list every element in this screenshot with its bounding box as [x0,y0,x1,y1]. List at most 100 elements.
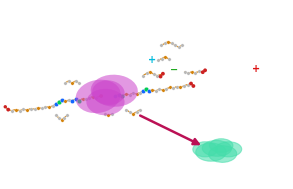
Point [186,72,190,75]
Point [159,57,164,60]
Point [173,44,178,47]
Point [6,108,11,111]
Ellipse shape [91,75,138,107]
Point [182,84,186,87]
Point [56,116,61,119]
Point [14,108,18,111]
Point [134,110,139,113]
Point [127,110,132,113]
Point [191,84,196,88]
Ellipse shape [196,143,226,161]
Point [189,70,194,73]
Point [138,108,142,111]
Point [169,42,174,45]
Point [175,85,179,88]
Point [65,114,70,117]
Point [70,82,74,85]
Ellipse shape [86,89,125,115]
Point [197,70,202,73]
Point [164,87,169,90]
Point [59,98,64,101]
Ellipse shape [76,80,121,113]
Point [182,70,187,73]
Point [43,105,48,108]
Point [36,106,40,109]
Point [168,86,172,89]
Point [66,99,71,102]
Point [32,108,37,111]
Point [138,91,142,94]
Point [62,116,67,119]
Point [18,109,22,112]
Point [77,99,81,102]
Point [106,114,111,117]
Point [148,70,152,73]
Point [84,98,88,101]
Point [80,97,85,100]
Point [28,107,33,110]
Ellipse shape [202,140,231,156]
Point [66,79,71,82]
Point [56,101,61,104]
Ellipse shape [76,80,121,113]
Point [124,92,128,95]
Point [144,72,149,75]
Point [9,109,14,112]
Point [157,88,162,91]
Ellipse shape [92,80,125,105]
Point [3,105,8,108]
Point [73,98,78,101]
Text: −: − [170,65,178,75]
Point [63,100,67,103]
Point [166,40,171,43]
Point [59,118,64,121]
Ellipse shape [193,142,217,157]
Point [178,86,183,89]
Point [203,69,207,72]
Point [21,108,26,111]
Point [151,73,156,76]
Point [185,83,190,86]
Point [99,94,103,98]
Point [131,92,135,95]
Point [171,87,176,90]
Point [120,94,125,97]
Point [77,82,81,85]
Point [161,89,165,92]
Ellipse shape [209,139,233,152]
Point [94,96,98,99]
Point [155,74,159,77]
Point [50,104,55,107]
Point [63,82,67,85]
Point [150,88,155,91]
Point [131,112,135,115]
Point [141,90,145,93]
Point [162,42,167,45]
Point [176,46,181,49]
Point [117,93,121,96]
Point [193,71,197,74]
Point [159,44,163,47]
Ellipse shape [86,89,125,115]
Point [163,55,168,58]
Point [90,95,95,98]
Ellipse shape [209,146,237,162]
Point [200,71,205,74]
Point [53,114,58,117]
Point [179,44,184,47]
Point [156,59,161,62]
Point [158,75,163,78]
Text: +: + [252,64,260,74]
Point [146,90,151,93]
Point [134,92,139,95]
Ellipse shape [215,142,242,157]
Point [73,79,78,82]
Point [87,96,92,99]
Point [189,82,193,85]
Point [166,57,171,60]
Point [110,113,114,116]
Point [141,74,145,77]
Point [124,108,128,111]
Point [47,106,52,109]
Point [127,93,132,96]
